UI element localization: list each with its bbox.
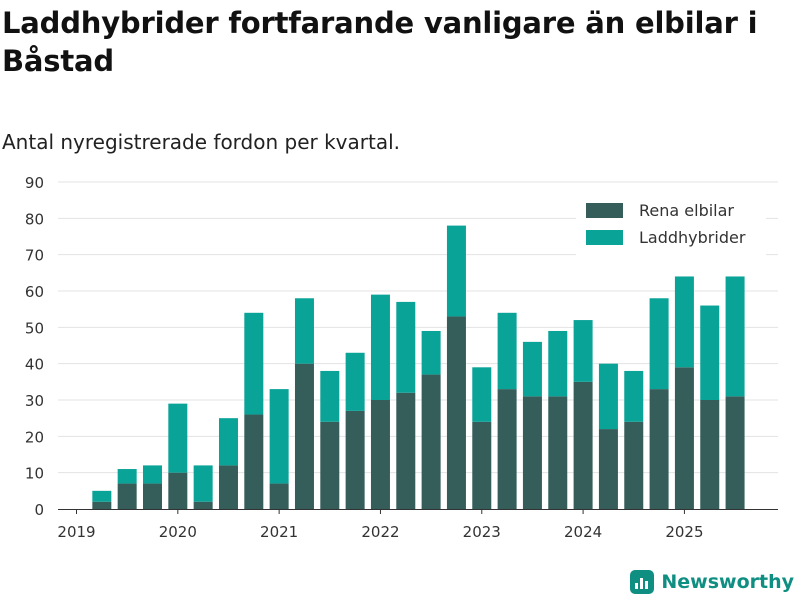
y-tick-label: 30 — [25, 392, 44, 410]
bar-segment-rena-elbilar — [446, 316, 466, 509]
bar-segment-rena-elbilar — [142, 483, 162, 509]
bar-segment-laddhybrider — [142, 465, 162, 484]
bar-segment-rena-elbilar — [396, 392, 416, 509]
bar-segment-laddhybrider — [649, 298, 669, 390]
bar-segment-laddhybrider — [522, 341, 542, 397]
bar-segment-laddhybrider — [168, 403, 188, 473]
x-tick-label: 2024 — [564, 523, 602, 541]
bar-segment-rena-elbilar — [421, 374, 441, 509]
bar-segment-rena-elbilar — [522, 396, 542, 509]
bar-segment-rena-elbilar — [624, 421, 644, 509]
bar-segment-rena-elbilar — [700, 400, 720, 509]
bar-segment-laddhybrider — [269, 389, 289, 484]
legend-label: Rena elbilar — [639, 201, 734, 220]
bar-segment-rena-elbilar — [598, 429, 618, 509]
x-tick-label: 2025 — [665, 523, 703, 541]
x-tick-label: 2023 — [463, 523, 501, 541]
bar-segment-laddhybrider — [497, 312, 517, 390]
bar-segment-rena-elbilar — [168, 472, 188, 509]
brand-logo: Newsworthy — [630, 570, 794, 594]
axis-layer: 0 10 20 30 40 50 60 70 80 90 2019 2020 2021 2022 2023 2… — [25, 174, 778, 541]
bar-segment-laddhybrider — [218, 418, 238, 466]
bar-segment-rena-elbilar — [244, 414, 264, 509]
bar-segment-rena-elbilar — [674, 367, 694, 509]
bar-segment-laddhybrider — [472, 367, 492, 422]
y-tick-label: 10 — [25, 465, 44, 483]
y-tick-label: 90 — [25, 174, 44, 192]
bar-segment-rena-elbilar — [320, 421, 340, 509]
bar-segment-rena-elbilar — [497, 389, 517, 509]
y-tick-label: 40 — [25, 356, 44, 374]
legend-label: Laddhybrider — [639, 228, 746, 247]
bar-segment-laddhybrider — [396, 301, 416, 393]
bar-segment-laddhybrider — [725, 276, 745, 397]
legend: Rena elbilar Laddhybrider — [576, 197, 766, 257]
chart-subtitle: Antal nyregistrerade fordon per kvartal. — [2, 130, 401, 154]
bar-segment-laddhybrider — [548, 330, 568, 397]
bar-segment-rena-elbilar — [92, 501, 112, 509]
bar-segment-laddhybrider — [421, 330, 441, 375]
bar-segment-laddhybrider — [598, 363, 618, 430]
bar-segment-rena-elbilar — [548, 396, 568, 509]
bar-segment-rena-elbilar — [294, 363, 314, 509]
bar-segment-rena-elbilar — [472, 421, 492, 509]
bar-segment-rena-elbilar — [725, 396, 745, 509]
bar-layer — [92, 225, 745, 509]
legend-swatch — [586, 230, 623, 245]
bar-segment-rena-elbilar — [117, 483, 137, 509]
bar-segment-laddhybrider — [320, 370, 340, 422]
legend-swatch — [586, 203, 623, 218]
bar-segment-rena-elbilar — [573, 381, 593, 509]
bar-segment-rena-elbilar — [218, 465, 238, 509]
bar-segment-laddhybrider — [294, 298, 314, 364]
bar-segment-rena-elbilar — [345, 410, 365, 509]
bar-segment-laddhybrider — [345, 352, 365, 411]
x-tick-label: 2021 — [260, 523, 298, 541]
bar-segment-rena-elbilar — [193, 501, 213, 509]
y-tick-label: 80 — [25, 210, 44, 228]
bar-segment-laddhybrider — [446, 225, 466, 317]
y-tick-label: 70 — [25, 247, 44, 265]
bar-segment-laddhybrider — [700, 305, 720, 400]
bar-segment-laddhybrider — [624, 370, 644, 422]
y-tick-label: 50 — [25, 319, 44, 337]
bar-segment-laddhybrider — [92, 490, 112, 502]
bar-chart-icon — [630, 570, 655, 594]
chart-title: Laddhybrider fortfarande vanligare än el… — [2, 6, 758, 78]
bar-segment-laddhybrider — [244, 312, 264, 415]
bar-segment-laddhybrider — [370, 294, 390, 400]
bar-segment-laddhybrider — [674, 276, 694, 368]
bar-segment-laddhybrider — [117, 469, 137, 484]
brand-name: Newsworthy — [661, 571, 794, 593]
bar-segment-laddhybrider — [193, 465, 213, 502]
bar-segment-laddhybrider — [573, 320, 593, 382]
y-tick-label: 20 — [25, 428, 44, 446]
x-tick-label: 2022 — [361, 523, 399, 541]
x-tick-label: 2019 — [57, 523, 95, 541]
y-tick-label: 0 — [34, 501, 44, 519]
y-tick-label: 60 — [25, 283, 44, 301]
bar-segment-rena-elbilar — [649, 389, 669, 509]
x-tick-label: 2020 — [159, 523, 197, 541]
bar-segment-rena-elbilar — [370, 400, 390, 509]
bar-segment-rena-elbilar — [269, 483, 289, 509]
